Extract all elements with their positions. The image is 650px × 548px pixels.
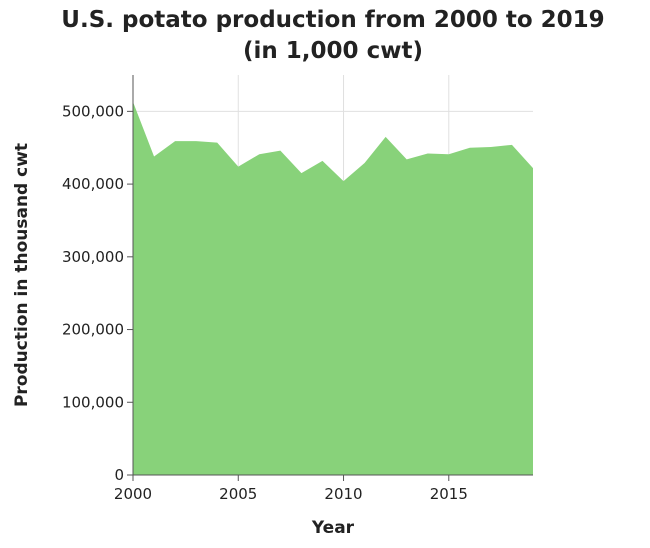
- y-tick-label-3: 300,000: [62, 248, 124, 266]
- y-tick-label-2: 200,000: [62, 321, 124, 339]
- x-tick-label-3: 2015: [430, 485, 468, 503]
- y-axis-label: Production in thousand cwt: [12, 143, 32, 407]
- x-tick-label-1: 2005: [219, 485, 257, 503]
- x-axis-label: Year: [311, 518, 355, 538]
- x-tick-label-0: 2000: [114, 485, 152, 503]
- y-tick-label-1: 100,000: [62, 393, 124, 411]
- chart-title-line-2: (in 1,000 cwt): [243, 38, 423, 64]
- y-tick-label-4: 400,000: [62, 175, 124, 193]
- x-tick-label-2: 2010: [324, 485, 362, 503]
- chart-title-line-1: U.S. potato production from 2000 to 2019: [61, 7, 604, 33]
- area-series: [133, 101, 533, 475]
- x-axis-ticks: 2000 2005 2010 2015: [114, 475, 468, 503]
- axes: [132, 75, 533, 476]
- y-tick-label-0: 0: [114, 466, 124, 484]
- y-tick-label-5: 500,000: [62, 102, 124, 120]
- y-axis-ticks: 0 100,000 200,000 300,000 400,000 500,000: [62, 102, 133, 484]
